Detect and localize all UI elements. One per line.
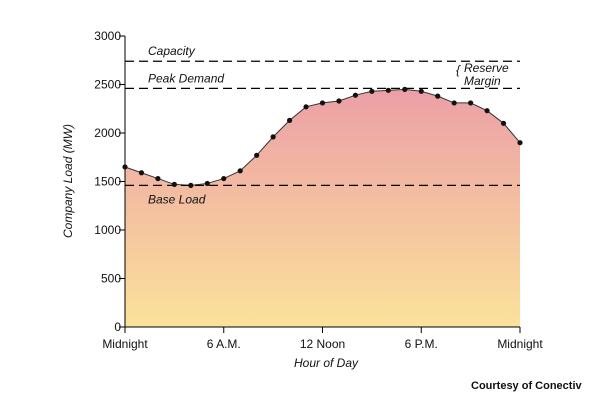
brace-icon: { xyxy=(456,63,461,77)
reference-lines-layer: Capacity Peak Demand Base Load xyxy=(125,44,520,206)
data-point xyxy=(319,100,326,106)
y-tick-label: 3000 xyxy=(94,29,121,43)
data-point xyxy=(138,170,145,176)
data-point xyxy=(402,86,408,92)
x-tick-label: 6 A.M. xyxy=(207,337,241,351)
y-tick-label: 2500 xyxy=(94,78,121,92)
y-tick-label: 1000 xyxy=(94,223,121,237)
x-tick-label: 6 P.M. xyxy=(405,337,438,351)
data-point xyxy=(286,117,293,123)
data-point xyxy=(188,182,194,188)
data-point xyxy=(468,100,474,106)
data-point xyxy=(418,88,424,94)
data-point xyxy=(204,180,210,187)
reference-line-label: Capacity xyxy=(148,44,196,58)
courtesy-credit: Courtesy of Conectiv xyxy=(471,380,582,392)
data-point xyxy=(221,175,227,182)
y-tick-label: 1500 xyxy=(94,175,121,189)
data-point xyxy=(517,140,523,146)
reserve-margin-label-line1: Reserve xyxy=(464,61,509,75)
data-point xyxy=(484,108,490,114)
x-tick-label: 12 Noon xyxy=(300,337,345,351)
load-area xyxy=(125,89,520,327)
data-point xyxy=(451,100,457,106)
x-axis-title: Hour of Day xyxy=(294,356,359,370)
data-point xyxy=(369,88,375,94)
data-point xyxy=(500,120,507,126)
reference-line-label: Peak Demand xyxy=(148,71,224,85)
data-point xyxy=(385,87,391,93)
data-point xyxy=(352,92,359,98)
reserve-margin-annotation: { Reserve Margin xyxy=(456,61,509,88)
data-point xyxy=(303,104,309,110)
reference-line-label: Base Load xyxy=(148,192,206,206)
data-point xyxy=(254,152,260,158)
x-tick-label: Midnight xyxy=(102,337,148,351)
data-point xyxy=(237,168,243,174)
data-point xyxy=(155,175,161,182)
reserve-margin-label-line2: Margin xyxy=(464,74,501,88)
data-point xyxy=(336,98,342,104)
data-point xyxy=(435,93,441,99)
data-point xyxy=(270,134,276,140)
y-tick-label: 2000 xyxy=(94,126,121,140)
area-layer xyxy=(124,88,521,327)
data-point xyxy=(171,181,177,188)
y-tick-label: 0 xyxy=(114,320,121,334)
x-tick-label: Midnight xyxy=(497,337,543,351)
axes-layer: 0 500 1000 1500 2000 2500 3000 Midnight 6 A.M. 12… xyxy=(94,29,543,351)
y-tick-label: 500 xyxy=(101,272,121,286)
data-points-layer xyxy=(122,86,523,188)
y-axis-title: Company Load (MW) xyxy=(61,124,75,238)
data-point xyxy=(122,164,128,170)
